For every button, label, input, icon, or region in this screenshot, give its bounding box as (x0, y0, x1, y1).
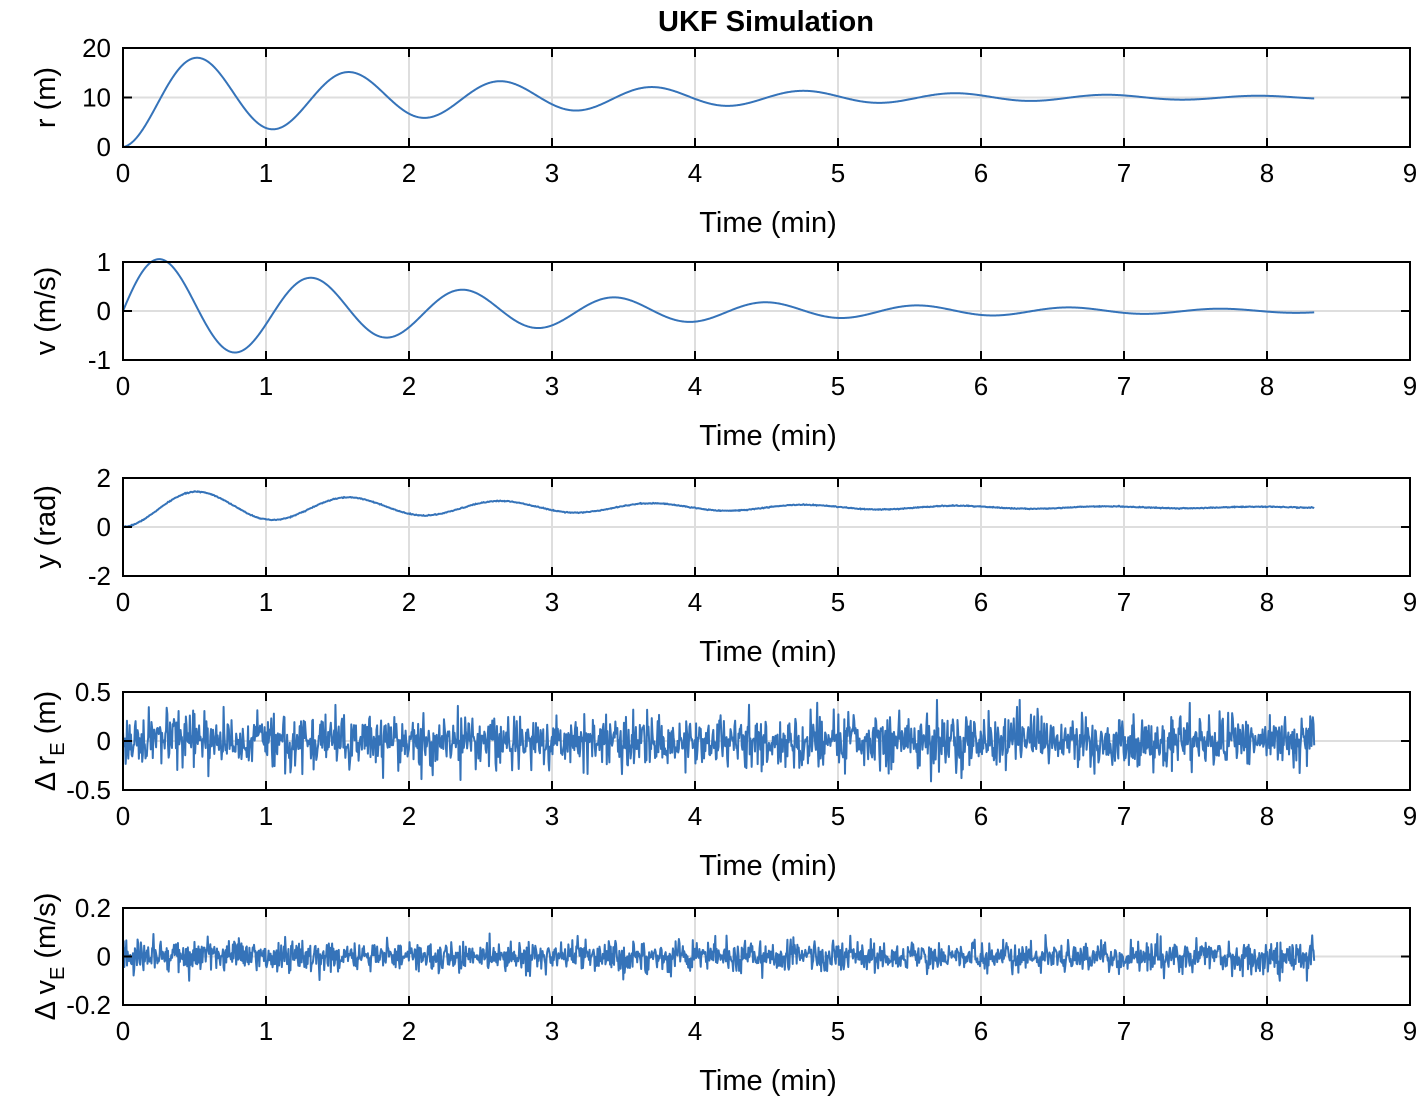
x-tick-label: 2 (402, 1016, 416, 1046)
x-tick-label: 6 (974, 587, 988, 617)
series-line-y (122, 490, 1315, 528)
x-tick-label: 8 (1260, 371, 1274, 401)
x-tick-label: 1 (259, 1016, 273, 1046)
x-tick-label: 2 (402, 371, 416, 401)
y-tick-label: 0 (97, 132, 111, 162)
x-tick-label: 5 (831, 801, 845, 831)
y-tick-label: -2 (88, 561, 111, 591)
y-axis-label-subscript: E (47, 742, 69, 755)
x-tick-label: 9 (1403, 1016, 1417, 1046)
x-tick-label: 6 (974, 158, 988, 188)
x-tick-label: 7 (1117, 587, 1131, 617)
y-axis-label: Δ vE (m/s) (30, 893, 69, 1021)
x-tick-label: 0 (116, 587, 130, 617)
y-tick-label: -0.2 (66, 990, 111, 1020)
x-tick-label: 4 (688, 371, 702, 401)
x-tick-label: 9 (1403, 587, 1417, 617)
x-tick-label: 5 (831, 158, 845, 188)
y-tick-label: 0 (97, 296, 111, 326)
x-tick-label: 7 (1117, 371, 1131, 401)
series-line-v (122, 258, 1315, 354)
x-tick-label: 2 (402, 587, 416, 617)
x-tick-label: 6 (974, 801, 988, 831)
y-axis-label: Δ rE (m) (30, 691, 69, 791)
x-tick-label: 1 (259, 801, 273, 831)
x-tick-label: 4 (688, 1016, 702, 1046)
y-tick-label: 2 (97, 463, 111, 493)
x-tick-label: 3 (545, 158, 559, 188)
x-tick-label: 9 (1403, 801, 1417, 831)
x-tick-label: 4 (688, 158, 702, 188)
y-tick-label: 0 (97, 726, 111, 756)
x-tick-label: 1 (259, 587, 273, 617)
y-tick-label: 0 (97, 942, 111, 972)
x-tick-label: 3 (545, 801, 559, 831)
y-axis-label: r (m) (30, 67, 62, 128)
chart-title: UKF Simulation (658, 6, 874, 38)
x-tick-label: 7 (1117, 1016, 1131, 1046)
x-tick-label: 6 (974, 371, 988, 401)
series-line-Δ r_E (122, 698, 1316, 783)
x-axis-label: Time (min) (699, 1065, 836, 1097)
x-tick-label: 2 (402, 801, 416, 831)
x-tick-label: 8 (1260, 158, 1274, 188)
x-tick-label: 0 (116, 1016, 130, 1046)
x-tick-label: 7 (1117, 158, 1131, 188)
y-axis-label-subscript: E (47, 967, 69, 980)
x-axis-label: Time (min) (699, 850, 836, 882)
x-tick-label: 0 (116, 371, 130, 401)
y-axis-label-unit: (m) (30, 691, 62, 743)
x-axis-label: Time (min) (699, 420, 836, 452)
x-tick-label: 8 (1260, 801, 1274, 831)
x-tick-label: 5 (831, 587, 845, 617)
y-tick-label: 0.2 (75, 893, 111, 923)
y-axis-label-unit: (m/s) (30, 893, 62, 967)
x-tick-label: 8 (1260, 587, 1274, 617)
y-tick-label: 10 (82, 83, 111, 113)
y-axis-label: v (m/s) (30, 267, 62, 356)
x-tick-label: 2 (402, 158, 416, 188)
y-tick-label: 0.5 (75, 677, 111, 707)
x-tick-label: 1 (259, 158, 273, 188)
series-line-Δ v_E (122, 932, 1316, 982)
x-tick-label: 0 (116, 158, 130, 188)
x-tick-label: 3 (545, 587, 559, 617)
x-tick-label: 9 (1403, 371, 1417, 401)
x-tick-label: 7 (1117, 801, 1131, 831)
x-tick-label: 3 (545, 371, 559, 401)
x-tick-label: 3 (545, 1016, 559, 1046)
x-tick-label: 5 (831, 1016, 845, 1046)
x-tick-label: 0 (116, 801, 130, 831)
y-tick-label: 0 (97, 512, 111, 542)
subplot-1: 0 1 2 3 4 5 6 7 8 9 0 10 20 Time (min) r (m) (30, 33, 1417, 239)
x-tick-label: 5 (831, 371, 845, 401)
y-tick-label: 20 (82, 33, 111, 63)
y-tick-label: 1 (97, 247, 111, 277)
x-tick-label: 4 (688, 801, 702, 831)
x-tick-label: 9 (1403, 158, 1417, 188)
y-axis-label: y (rad) (30, 485, 62, 569)
series-line-r (122, 56, 1315, 148)
x-tick-label: 8 (1260, 1016, 1274, 1046)
y-tick-label: -0.5 (66, 775, 111, 805)
x-axis-label: Time (min) (699, 636, 836, 668)
x-tick-label: 4 (688, 587, 702, 617)
x-tick-label: 1 (259, 371, 273, 401)
x-axis-label: Time (min) (699, 207, 836, 239)
y-tick-label: -1 (88, 345, 111, 375)
x-tick-label: 6 (974, 1016, 988, 1046)
